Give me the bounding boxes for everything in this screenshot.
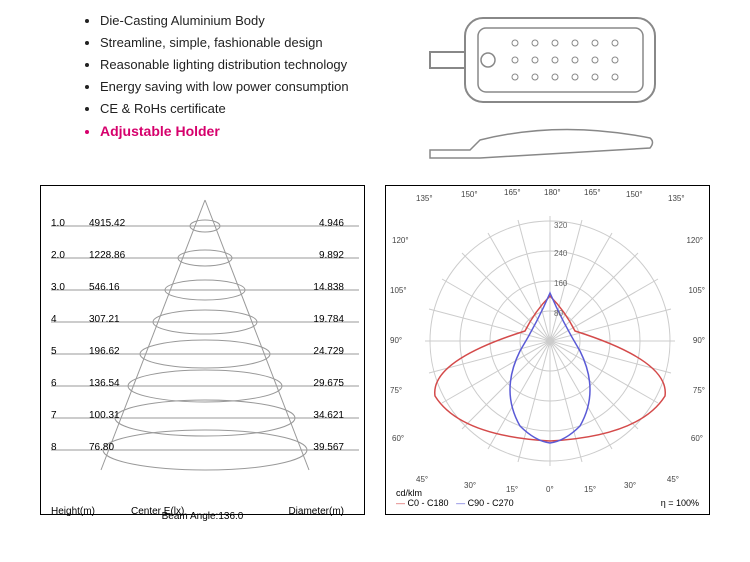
height-value: 5: [51, 346, 57, 357]
beam-angle-label: Beam Angle:136.0: [41, 511, 364, 522]
svg-text:80: 80: [554, 309, 563, 318]
deg-label: 165°: [584, 188, 601, 197]
height-value: 8: [51, 442, 57, 453]
feature-list: Die-Casting Aluminium Body Streamline, s…: [80, 10, 410, 175]
cone-row: 6 136.54 29.675: [41, 378, 364, 410]
feature-item: CE & RoHs certificate: [100, 98, 410, 120]
deg-label: 75°: [390, 386, 402, 395]
deg-label: 120°: [686, 236, 703, 245]
center-e-value: 136.54: [89, 378, 120, 389]
beam-cone-chart: 1.0 4915.42 4.946 2.0 1228.86 9.892 3.0 546.16 1…: [40, 185, 365, 515]
efficiency-label: η = 100%: [661, 498, 699, 508]
deg-label: 135°: [668, 194, 685, 203]
diameter-value: 24.729: [313, 346, 344, 357]
feature-item: Die-Casting Aluminium Body: [100, 10, 410, 32]
cone-row: 2.0 1228.86 9.892: [41, 250, 364, 282]
cone-row: 4 307.21 19.784: [41, 314, 364, 346]
deg-label: 105°: [390, 286, 407, 295]
diameter-value: 14.838: [313, 282, 344, 293]
top-section: Die-Casting Aluminium Body Streamline, s…: [0, 0, 750, 185]
charts-row: 1.0 4915.42 4.946 2.0 1228.86 9.892 3.0 546.16 1…: [0, 185, 750, 515]
feature-item: Streamline, simple, fashionable design: [100, 32, 410, 54]
center-e-value: 307.21: [89, 314, 120, 325]
cone-row: 3.0 546.16 14.838: [41, 282, 364, 314]
deg-label: 45°: [667, 475, 679, 484]
product-diagram: [410, 10, 670, 175]
svg-text:240: 240: [554, 249, 568, 258]
polar-chart: 80 160 240 320 135° 150° 165° 180° 165° …: [385, 185, 710, 515]
diameter-value: 19.784: [313, 314, 344, 325]
deg-label: 180°: [544, 188, 561, 197]
deg-label: 105°: [688, 286, 705, 295]
deg-label: 60°: [691, 434, 703, 443]
diameter-value: 34.621: [313, 410, 344, 421]
height-value: 3.0: [51, 282, 65, 293]
diameter-value: 9.892: [319, 250, 344, 261]
center-e-value: 76.80: [89, 442, 114, 453]
height-value: 6: [51, 378, 57, 389]
svg-text:160: 160: [554, 279, 568, 288]
deg-label: 30°: [624, 481, 636, 490]
height-value: 7: [51, 410, 57, 421]
feature-item: Reasonable lighting distribution technol…: [100, 54, 410, 76]
diameter-value: 29.675: [313, 378, 344, 389]
height-value: 2.0: [51, 250, 65, 261]
center-e-value: 546.16: [89, 282, 120, 293]
deg-label: 135°: [416, 194, 433, 203]
polar-legend: cd/klm — C0 - C180 — C90 - C270: [396, 488, 514, 508]
svg-text:320: 320: [554, 221, 568, 230]
diameter-value: 4.946: [319, 218, 344, 229]
center-e-value: 1228.86: [89, 250, 125, 261]
height-value: 1.0: [51, 218, 65, 229]
deg-label: 120°: [392, 236, 409, 245]
cone-row: 8 76.80 39.567: [41, 442, 364, 474]
deg-label: 90°: [693, 336, 705, 345]
feature-item-highlight: Adjustable Holder: [100, 120, 410, 144]
deg-label: 0°: [546, 485, 554, 494]
deg-label: 150°: [461, 190, 478, 199]
deg-label: 90°: [390, 336, 402, 345]
cd-klm-label: cd/klm: [396, 488, 422, 498]
deg-label: 75°: [693, 386, 705, 395]
cone-row: 5 196.62 24.729: [41, 346, 364, 378]
feature-item: Energy saving with low power consumption: [100, 76, 410, 98]
deg-label: 165°: [504, 188, 521, 197]
series-label: C0 - C180: [408, 498, 449, 508]
deg-label: 150°: [626, 190, 643, 199]
height-value: 4: [51, 314, 57, 325]
deg-label: 45°: [416, 475, 428, 484]
product-illustration: [410, 10, 670, 170]
center-e-value: 100.31: [89, 410, 120, 421]
deg-label: 15°: [584, 485, 596, 494]
diameter-value: 39.567: [313, 442, 344, 453]
series-label: C90 - C270: [468, 498, 514, 508]
center-e-value: 196.62: [89, 346, 120, 357]
cone-row: 1.0 4915.42 4.946: [41, 218, 364, 250]
deg-label: 60°: [392, 434, 404, 443]
center-e-value: 4915.42: [89, 218, 125, 229]
polar-svg: 80 160 240 320: [386, 186, 714, 514]
cone-row: 7 100.31 34.621: [41, 410, 364, 442]
